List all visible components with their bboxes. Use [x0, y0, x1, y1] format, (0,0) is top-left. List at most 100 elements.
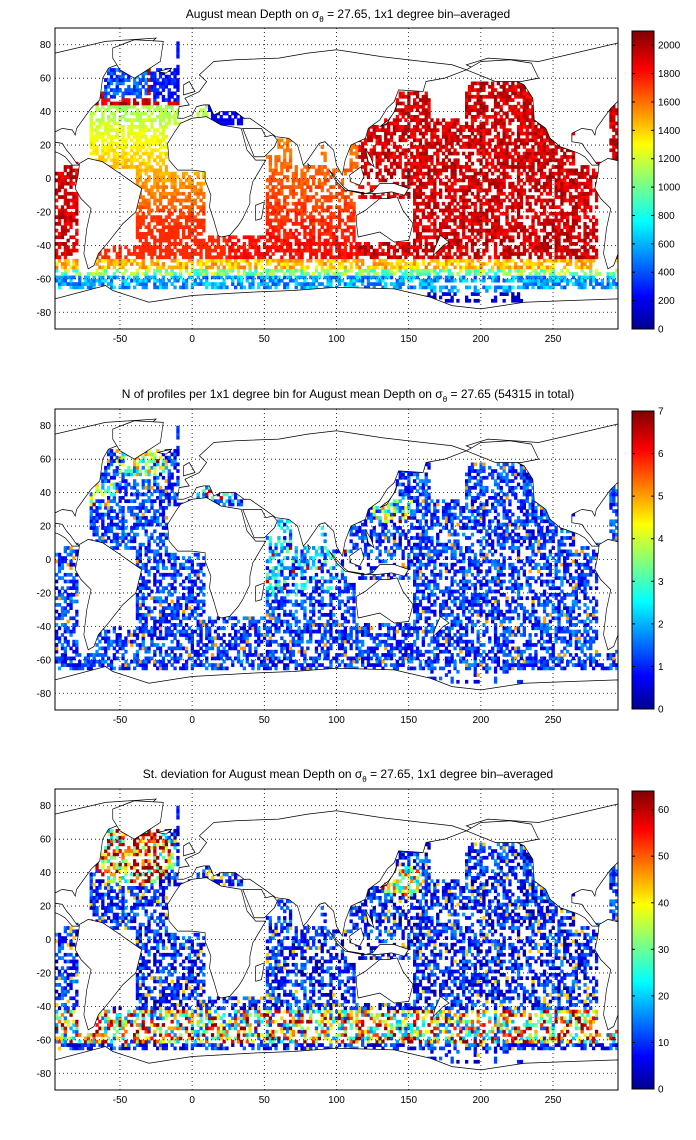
data-cell: [318, 165, 321, 169]
data-cell: [543, 279, 546, 283]
data-cell: [557, 239, 560, 243]
data-cell: [364, 252, 367, 256]
data-cell: [142, 125, 145, 129]
data-cell: [182, 252, 185, 256]
data-cell: [477, 255, 480, 259]
data-cell: [306, 225, 309, 229]
data-cell: [465, 115, 468, 119]
data-cell: [494, 299, 497, 303]
data-cell: [451, 162, 454, 166]
data-cell: [376, 272, 379, 276]
data-cell: [220, 282, 223, 286]
data-cell: [500, 98, 503, 102]
data-cell: [335, 215, 338, 219]
data-cell: [445, 128, 448, 132]
data-cell: [159, 235, 162, 239]
data-cell: [121, 115, 124, 119]
data-cell: [491, 125, 494, 129]
data-cell: [508, 289, 511, 293]
data-cell: [234, 266, 237, 270]
data-cell: [127, 286, 130, 290]
data-cell: [500, 148, 503, 152]
data-cell: [306, 215, 309, 219]
data-cell: [427, 249, 430, 253]
data-cell: [503, 239, 506, 243]
data-cell: [93, 145, 96, 149]
data-cell: [526, 102, 529, 106]
data-cell: [64, 169, 67, 173]
data-cell: [72, 202, 75, 206]
data-cell: [101, 135, 104, 139]
data-cell: [116, 78, 119, 82]
data-cell: [529, 235, 532, 239]
data-cell: [453, 266, 456, 270]
data-cell: [381, 148, 384, 152]
data-cell: [104, 138, 107, 142]
data-cell: [142, 122, 145, 126]
data-cell: [523, 262, 526, 266]
data-cell: [505, 212, 508, 216]
data-cell: [104, 279, 107, 283]
data-cell: [280, 279, 283, 283]
data-cell: [145, 185, 148, 189]
data-cell: [474, 135, 477, 139]
data-cell: [321, 202, 324, 206]
data-cell: [277, 199, 280, 203]
data-cell: [474, 292, 477, 296]
data-cell: [324, 269, 327, 273]
data-cell: [465, 192, 468, 196]
data-cell: [445, 266, 448, 270]
data-cell: [165, 192, 168, 196]
data-cell: [326, 269, 329, 273]
data-cell: [147, 249, 150, 253]
data-cell: [194, 239, 197, 243]
data-cell: [422, 235, 425, 239]
data-cell: [529, 272, 532, 276]
data-cell: [523, 239, 526, 243]
data-cell: [543, 249, 546, 253]
data-cell: [318, 282, 321, 286]
data-cell: [482, 215, 485, 219]
data-cell: [300, 182, 303, 186]
data-cell: [523, 232, 526, 236]
data-cell: [396, 249, 399, 253]
data-cell: [153, 272, 156, 276]
data-cell: [555, 245, 558, 249]
data-cell: [165, 225, 168, 229]
data-cell: [243, 235, 246, 239]
data-cell: [546, 282, 549, 286]
data-cell: [399, 255, 402, 259]
data-cell: [121, 162, 124, 166]
data-cell: [188, 259, 191, 263]
data-cell: [136, 88, 139, 92]
data-cell: [350, 202, 353, 206]
data-cell: [153, 88, 156, 92]
data-cell: [324, 222, 327, 226]
data-cell: [465, 259, 468, 263]
data-cell: [425, 249, 428, 253]
data-cell: [67, 239, 70, 243]
data-cell: [139, 205, 142, 209]
data-cell: [393, 122, 396, 126]
data-cell: [58, 212, 61, 216]
data-cell: [101, 105, 104, 109]
data-cell: [526, 152, 529, 156]
data-cell: [217, 266, 220, 270]
data-cell: [468, 259, 471, 263]
data-cell: [465, 279, 468, 283]
data-cell: [419, 239, 422, 243]
data-cell: [459, 245, 462, 249]
data-cell: [491, 182, 494, 186]
data-cell: [482, 252, 485, 256]
data-cell: [367, 245, 370, 249]
data-cell: [517, 132, 520, 136]
data-cell: [413, 125, 416, 129]
data-cell: [197, 239, 200, 243]
data-cell: [266, 286, 269, 290]
data-cell: [318, 219, 321, 223]
data-cell: [58, 259, 61, 263]
data-cell: [488, 219, 491, 223]
data-cell: [549, 199, 552, 203]
data-cell: [404, 249, 407, 253]
data-cell: [471, 239, 474, 243]
